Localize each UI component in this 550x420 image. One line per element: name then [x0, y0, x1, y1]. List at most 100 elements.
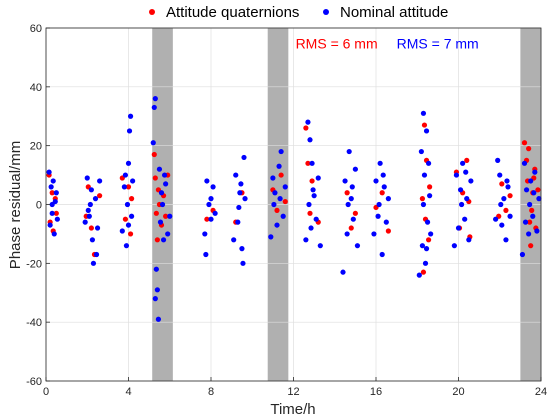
point-s1-51 [206, 201, 212, 208]
point-s1-90 [344, 231, 350, 237]
point-s1-144 [523, 187, 530, 193]
point-s1-11 [84, 175, 90, 181]
point-s1-47 [161, 172, 168, 178]
point-s0-35 [305, 160, 311, 166]
point-s0-34 [303, 125, 309, 131]
point-s1-48 [152, 296, 158, 302]
point-s1-138 [505, 184, 511, 190]
point-s1-153 [531, 190, 537, 196]
point-s1-44 [165, 231, 171, 237]
legend: Attitude quaternions Nominal attitude [149, 4, 448, 21]
point-s1-36 [153, 266, 159, 272]
point-s1-83 [313, 216, 319, 222]
point-s0-61 [507, 193, 513, 199]
point-s1-5 [51, 231, 57, 237]
point-s1-77 [303, 237, 309, 243]
legend-label-attitude-quaternions: Attitude quaternions [166, 4, 299, 21]
point-s1-66 [238, 181, 244, 187]
point-s1-72 [278, 148, 284, 155]
point-s0-37 [309, 178, 315, 184]
point-s1-111 [420, 110, 427, 116]
y-tick-label-6: 60 [30, 23, 42, 35]
point-s1-32 [125, 222, 132, 228]
point-s1-112 [421, 172, 428, 178]
point-s1-76 [277, 196, 283, 202]
point-s1-106 [376, 201, 382, 208]
point-s1-118 [428, 231, 434, 237]
point-s1-49 [202, 231, 208, 237]
point-s1-134 [497, 172, 503, 178]
point-s1-150 [536, 196, 542, 202]
point-s1-86 [306, 201, 312, 208]
point-s1-33 [150, 140, 156, 146]
point-s1-115 [424, 219, 431, 225]
point-s1-130 [458, 201, 465, 208]
point-s1-43 [163, 181, 169, 187]
point-s1-20 [87, 201, 93, 208]
point-s1-109 [418, 148, 424, 155]
point-s0-33 [282, 198, 288, 205]
point-s0-24 [163, 213, 169, 219]
point-s1-50 [204, 178, 210, 184]
point-s1-22 [119, 228, 125, 234]
point-s1-4 [50, 178, 56, 184]
point-s1-39 [156, 166, 163, 172]
point-s1-101 [377, 160, 383, 166]
point-s1-46 [159, 201, 166, 208]
point-s1-99 [373, 178, 379, 184]
point-s1-127 [464, 196, 470, 202]
point-s1-65 [236, 204, 242, 211]
point-s1-124 [457, 187, 464, 193]
point-s1-89 [342, 178, 348, 184]
point-s1-102 [379, 251, 385, 258]
point-s1-60 [237, 190, 243, 196]
point-s1-85 [317, 243, 323, 249]
x-tick-label-2: 8 [208, 386, 214, 398]
point-s1-57 [231, 237, 237, 243]
point-s1-7 [53, 190, 59, 196]
point-s1-16 [92, 196, 99, 202]
point-s1-81 [309, 160, 315, 166]
point-s1-61 [239, 246, 245, 252]
point-s0-5 [53, 210, 59, 216]
point-s0-12 [122, 216, 129, 222]
point-s1-132 [493, 216, 499, 222]
y-axis-label: Phase residual/mm [7, 141, 24, 269]
y-tick-label-2: -20 [26, 258, 42, 270]
x-tick-label-1: 4 [125, 386, 131, 398]
point-s1-128 [466, 237, 472, 243]
point-s1-149 [534, 228, 540, 234]
y-tick-label-1: -40 [26, 317, 42, 329]
point-s0-46 [421, 122, 428, 128]
point-s1-141 [504, 178, 510, 184]
point-s1-146 [528, 178, 534, 184]
point-s0-65 [527, 219, 533, 225]
point-s1-45 [167, 213, 173, 219]
point-s1-37 [154, 287, 160, 293]
point-s1-73 [280, 213, 286, 219]
point-s1-12 [86, 213, 92, 219]
y-tick-label-3: 0 [36, 200, 42, 212]
y-tick-label-5: 40 [30, 82, 42, 94]
point-s0-55 [464, 157, 470, 163]
point-s1-29 [130, 178, 136, 184]
point-s1-80 [308, 225, 314, 231]
point-s1-13 [88, 187, 94, 193]
point-s1-53 [210, 184, 216, 190]
point-s0-19 [154, 237, 160, 243]
y-tick-label-4: 20 [30, 141, 42, 153]
point-s1-71 [276, 163, 282, 169]
point-s1-84 [315, 175, 321, 181]
point-s1-108 [416, 272, 422, 278]
point-s1-31 [122, 172, 129, 178]
point-s1-98 [371, 231, 377, 237]
point-s1-59 [235, 219, 241, 225]
point-s0-15 [128, 196, 135, 202]
point-s1-3 [49, 210, 55, 216]
point-s1-87 [310, 187, 316, 193]
point-s1-15 [90, 260, 97, 266]
point-s1-114 [423, 128, 430, 134]
point-s1-64 [242, 196, 248, 202]
point-s0-39 [344, 190, 350, 196]
